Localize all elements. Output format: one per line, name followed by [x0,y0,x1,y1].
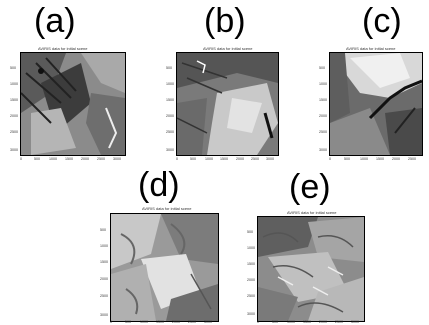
panel-e-title: AVIRIS data for initial scene [287,210,337,215]
x-tick: 1500 [376,157,384,161]
y-tick: 3000 [100,313,108,317]
x-tick: 2500 [251,157,259,161]
x-tick: 1000 [140,320,148,324]
x-tick: 1500 [303,320,311,324]
x-tick: 3000 [266,157,274,161]
x-tick: 2000 [172,320,180,324]
y-tick: 1500 [10,98,18,102]
x-tick: 1000 [49,157,57,161]
y-tick: 2500 [247,294,255,298]
y-tick: 1000 [166,82,174,86]
panel-e-image [257,216,365,322]
y-tick: 1000 [100,244,108,248]
panel-b-label: (b) [204,2,246,40]
y-tick: 500 [247,230,253,234]
y-tick: 2500 [100,294,108,298]
x-tick: 2500 [188,320,196,324]
y-tick: 3000 [319,148,327,152]
y-tick: 2500 [166,130,174,134]
y-tick: 3000 [166,148,174,152]
panel-a-title: AVIRIS data for initial scene [38,46,88,51]
y-tick: 1000 [247,246,255,250]
x-tick: 2500 [335,320,343,324]
y-tick: 500 [166,66,172,70]
x-tick: 2000 [392,157,400,161]
x-tick: 2000 [236,157,244,161]
x-tick: 0 [110,320,112,324]
x-tick: 500 [190,157,196,161]
y-tick: 3000 [247,312,255,316]
y-tick: 500 [319,66,325,70]
y-tick: 2000 [319,114,327,118]
x-tick: 2500 [408,157,416,161]
x-tick: 2500 [97,157,105,161]
x-tick: 1000 [287,320,295,324]
y-tick: 1000 [10,82,18,86]
panel-d-image [110,213,219,322]
panel-c-label: (c) [362,2,402,40]
x-tick: 500 [272,320,278,324]
panel-e-label: (e) [289,168,331,206]
y-tick: 2500 [319,130,327,134]
x-tick: 500 [125,320,131,324]
y-tick: 1500 [247,262,255,266]
y-tick: 3000 [10,148,18,152]
x-tick: 0 [257,320,259,324]
x-tick: 500 [34,157,40,161]
x-tick: 0 [20,157,22,161]
x-tick: 3000 [351,320,359,324]
panel-b-image [176,52,279,156]
x-tick: 1000 [360,157,368,161]
panel-c-image [329,52,423,156]
panel-a-image [20,52,126,156]
x-tick: 1500 [65,157,73,161]
y-tick: 1500 [319,98,327,102]
x-tick: 3000 [113,157,121,161]
y-tick: 2500 [10,130,18,134]
x-tick: 500 [344,157,350,161]
x-tick: 1500 [156,320,164,324]
y-tick: 500 [100,228,106,232]
y-tick: 1500 [100,260,108,264]
panel-d-label: (d) [138,166,180,204]
y-tick: 2000 [166,114,174,118]
panel-c-title: AVIRIS data for initial scene [346,46,396,51]
panel-a-label: (a) [34,2,76,40]
x-tick: 3000 [204,320,212,324]
x-tick: 1000 [205,157,213,161]
panel-d-title: AVIRIS data for initial scene [142,206,192,211]
y-tick: 2000 [100,277,108,281]
y-tick: 1500 [166,98,174,102]
x-tick: 2000 [319,320,327,324]
y-tick: 1000 [319,82,327,86]
y-tick: 2000 [247,278,255,282]
y-tick: 500 [10,66,16,70]
x-tick: 1500 [220,157,228,161]
x-tick: 2000 [81,157,89,161]
x-tick: 0 [329,157,331,161]
y-tick: 2000 [10,114,18,118]
panel-b-title: AVIRIS data for initial scene [203,46,253,51]
x-tick: 0 [176,157,178,161]
